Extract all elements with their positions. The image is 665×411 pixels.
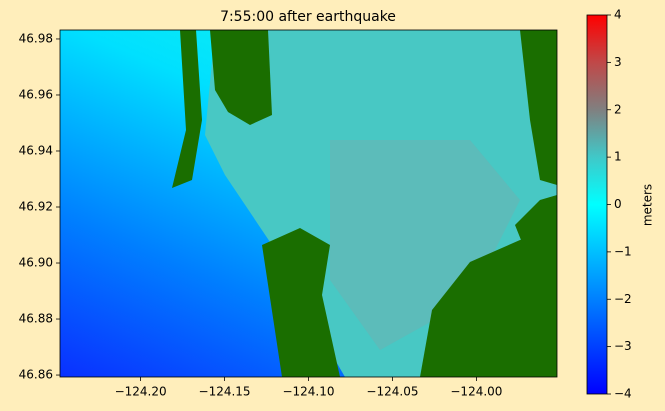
x-tick-label: −124.20 xyxy=(115,385,167,399)
x-tick-label: −124.05 xyxy=(366,385,418,399)
y-tick-label: 46.92 xyxy=(19,200,53,214)
colorbar-tick-label: −4 xyxy=(614,387,632,401)
y-tick-label: 46.86 xyxy=(19,368,53,382)
y-tick-label: 46.90 xyxy=(19,256,53,270)
y-tick-label: 46.98 xyxy=(19,31,53,45)
map-image xyxy=(60,30,557,377)
x-tick-label: −124.15 xyxy=(199,385,251,399)
colorbar-tick-label: −3 xyxy=(614,339,632,353)
colorbar-tick-label: 0 xyxy=(614,197,622,211)
colorbar-tick-label: −2 xyxy=(614,292,632,306)
colorbar xyxy=(586,14,608,395)
colorbar-tick-label: 1 xyxy=(614,150,622,164)
y-tick-label: 46.94 xyxy=(19,143,53,157)
x-tick-label: −124.10 xyxy=(282,385,334,399)
colorbar-tick-label: 3 xyxy=(614,55,622,69)
x-tick-label: −124.00 xyxy=(450,385,502,399)
colorbar-tick-label: 4 xyxy=(614,8,622,22)
colorbar-tick-label: 2 xyxy=(614,102,622,116)
y-tick-label: 46.96 xyxy=(19,87,53,101)
colorbar-tick-label: −1 xyxy=(614,244,632,258)
colorbar-label: meters xyxy=(641,184,655,226)
y-tick-label: 46.88 xyxy=(19,312,53,326)
chart-title: 7:55:00 after earthquake xyxy=(220,9,396,25)
